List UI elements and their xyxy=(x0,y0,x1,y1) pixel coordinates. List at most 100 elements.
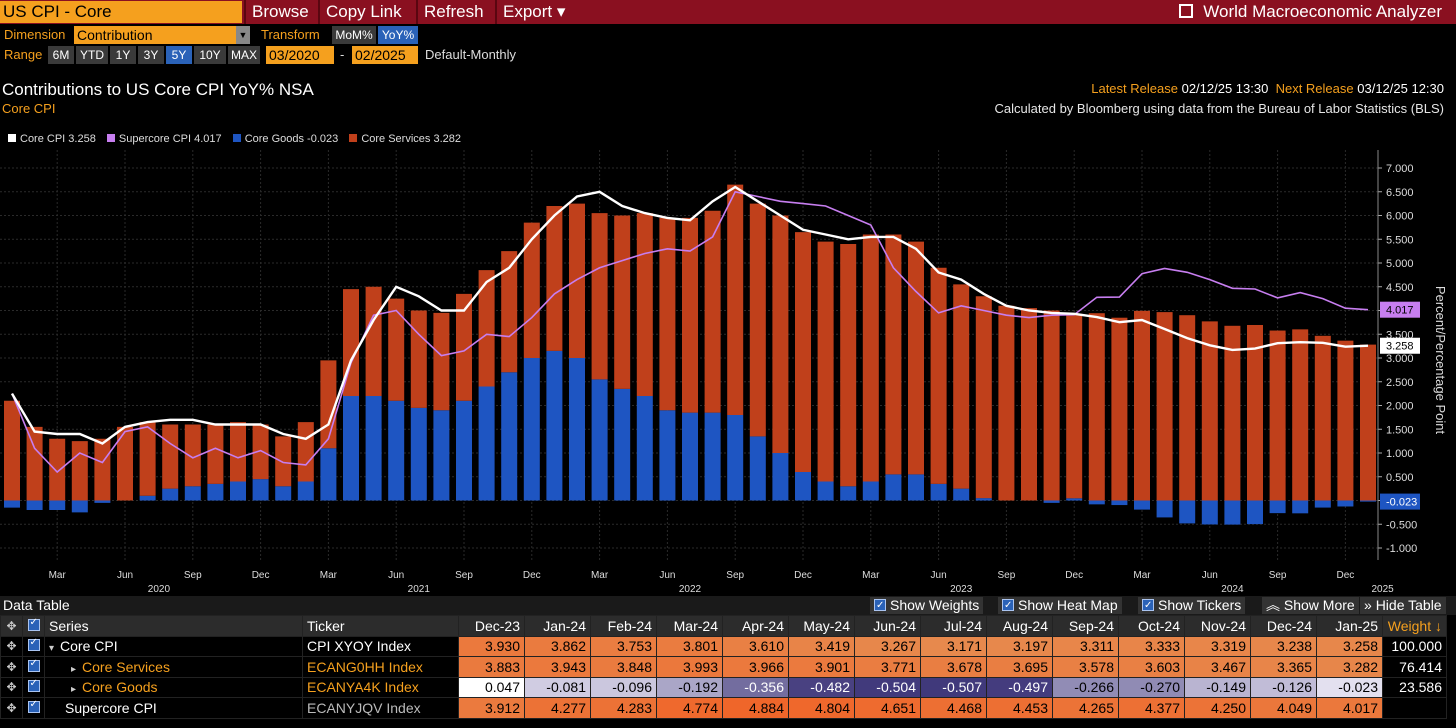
bar-core-services[interactable] xyxy=(749,203,766,437)
legend-item-core-goods[interactable]: Core Goods -0.023 xyxy=(232,133,338,145)
bar-core-services[interactable] xyxy=(410,310,427,408)
bar-core-goods[interactable] xyxy=(456,400,472,501)
bar-core-services[interactable] xyxy=(862,234,879,482)
bar-core-goods[interactable] xyxy=(817,481,834,501)
contributions-chart[interactable]: 7.0006.5006.0005.5005.0004.5004.0003.500… xyxy=(0,150,1456,596)
bar-core-services[interactable] xyxy=(456,293,472,401)
bar-core-services[interactable] xyxy=(1043,310,1060,501)
legend-item-core-cpi[interactable]: Core CPI 3.258 xyxy=(8,133,96,145)
ticker-cell[interactable]: CPI XYOY Index xyxy=(302,635,459,657)
bar-core-services[interactable] xyxy=(1156,312,1173,501)
bar-core-services[interactable] xyxy=(975,296,992,499)
bar-core-services[interactable] xyxy=(117,426,133,501)
show-more-button[interactable]: ︽ Show More xyxy=(1262,597,1359,614)
bar-core-goods[interactable] xyxy=(410,407,427,501)
bar-core-services[interactable] xyxy=(365,286,382,396)
bar-core-services[interactable] xyxy=(704,210,721,413)
bar-core-services[interactable] xyxy=(1247,324,1263,501)
bar-core-services[interactable] xyxy=(433,312,450,411)
bar-core-goods[interactable] xyxy=(840,486,857,501)
move-icon[interactable]: ✥ xyxy=(0,615,23,637)
bar-core-goods[interactable] xyxy=(523,358,540,501)
expand-icon[interactable]: ▸ xyxy=(71,663,77,675)
column-header-month[interactable]: Apr-24 xyxy=(722,615,789,637)
bar-core-services[interactable] xyxy=(1269,330,1286,501)
bar-core-services[interactable] xyxy=(1088,313,1105,501)
bar-core-goods[interactable] xyxy=(365,396,382,501)
ticker-cell[interactable]: ECANYJQV Index xyxy=(302,697,459,719)
column-header-weight[interactable]: Weight ↓ xyxy=(1382,615,1447,637)
range-5y-button[interactable]: 5Y xyxy=(166,46,192,64)
dimension-select[interactable]: Contribution xyxy=(74,26,236,44)
bar-core-services[interactable] xyxy=(501,251,518,373)
bar-core-goods[interactable] xyxy=(4,500,20,508)
series-cell[interactable]: ▸ Core Goods xyxy=(44,676,303,698)
export-menu[interactable]: Export ▾ xyxy=(495,0,581,24)
row-checkbox[interactable] xyxy=(22,656,45,678)
bar-core-services[interactable] xyxy=(1134,310,1150,501)
bar-core-goods[interactable] xyxy=(320,448,337,501)
row-checkbox[interactable] xyxy=(22,676,45,698)
column-header-month[interactable]: Dec-23 xyxy=(458,615,525,637)
end-date-field[interactable]: 02/2025 xyxy=(352,46,418,64)
series-cell[interactable]: Supercore CPI xyxy=(44,697,303,719)
bar-core-services[interactable] xyxy=(1360,344,1376,501)
show-weights-toggle[interactable]: Show Weights xyxy=(870,597,984,614)
transform-mom-button[interactable]: MoM% xyxy=(332,26,376,44)
bar-core-goods[interactable] xyxy=(614,388,631,501)
range-10y-button[interactable]: 10Y xyxy=(194,46,226,64)
move-icon[interactable]: ✥ xyxy=(0,676,23,698)
bar-core-goods[interactable] xyxy=(682,412,698,501)
bar-core-services[interactable] xyxy=(1179,315,1196,501)
bar-core-services[interactable] xyxy=(320,360,337,449)
bar-core-goods[interactable] xyxy=(1360,500,1376,502)
ticker-cell[interactable]: ECANG0HH Index xyxy=(302,656,459,678)
bar-core-goods[interactable] xyxy=(1156,500,1173,518)
bar-core-goods[interactable] xyxy=(1224,500,1241,525)
bar-core-services[interactable] xyxy=(139,422,156,496)
bar-core-goods[interactable] xyxy=(49,500,66,511)
move-icon[interactable]: ✥ xyxy=(0,635,23,657)
column-header-month[interactable]: Aug-24 xyxy=(986,615,1053,637)
bar-core-goods[interactable] xyxy=(1269,500,1286,514)
bar-core-services[interactable] xyxy=(930,267,947,484)
bar-core-goods[interactable] xyxy=(1179,500,1196,524)
bar-core-goods[interactable] xyxy=(162,488,179,501)
bar-core-goods[interactable] xyxy=(1247,500,1263,525)
bar-core-services[interactable] xyxy=(795,232,811,472)
bar-core-goods[interactable] xyxy=(795,472,811,501)
column-header-month[interactable]: Jan-24 xyxy=(524,615,591,637)
bar-core-services[interactable] xyxy=(49,438,66,501)
bar-core-services[interactable] xyxy=(1337,340,1354,501)
column-header-month[interactable]: May-24 xyxy=(788,615,855,637)
bar-core-goods[interactable] xyxy=(636,396,653,501)
series-cell[interactable]: ▾ Core CPI xyxy=(44,635,303,657)
bar-core-services[interactable] xyxy=(252,424,269,480)
select-all-checkbox[interactable] xyxy=(22,615,45,637)
bar-core-services[interactable] xyxy=(4,400,20,501)
bar-core-goods[interactable] xyxy=(94,500,111,503)
bar-core-goods[interactable] xyxy=(862,481,879,501)
bar-core-services[interactable] xyxy=(297,422,314,482)
bar-core-goods[interactable] xyxy=(908,474,924,501)
line-core-cpi[interactable] xyxy=(10,185,1369,445)
bar-core-services[interactable] xyxy=(546,206,563,351)
ticker-cell[interactable]: ECANYA4K Index xyxy=(302,676,459,698)
range-max-button[interactable]: MAX xyxy=(228,46,260,64)
bar-core-services[interactable] xyxy=(207,424,224,484)
bar-core-services[interactable] xyxy=(1066,313,1083,499)
range-ytd-button[interactable]: YTD xyxy=(76,46,108,64)
column-header-month[interactable]: Jan-25 xyxy=(1316,615,1383,637)
bar-core-goods[interactable] xyxy=(704,412,721,501)
show-heatmap-toggle[interactable]: Show Heat Map xyxy=(998,597,1122,614)
bar-core-services[interactable] xyxy=(840,244,857,487)
bar-core-goods[interactable] xyxy=(1134,500,1150,510)
bar-core-services[interactable] xyxy=(1314,335,1331,501)
bar-core-goods[interactable] xyxy=(953,488,970,501)
transform-yoy-button[interactable]: YoY% xyxy=(378,26,418,44)
bar-core-services[interactable] xyxy=(1201,321,1218,501)
external-link-icon[interactable] xyxy=(1179,4,1194,18)
bar-core-goods[interactable] xyxy=(885,474,902,501)
bar-core-services[interactable] xyxy=(184,424,201,487)
